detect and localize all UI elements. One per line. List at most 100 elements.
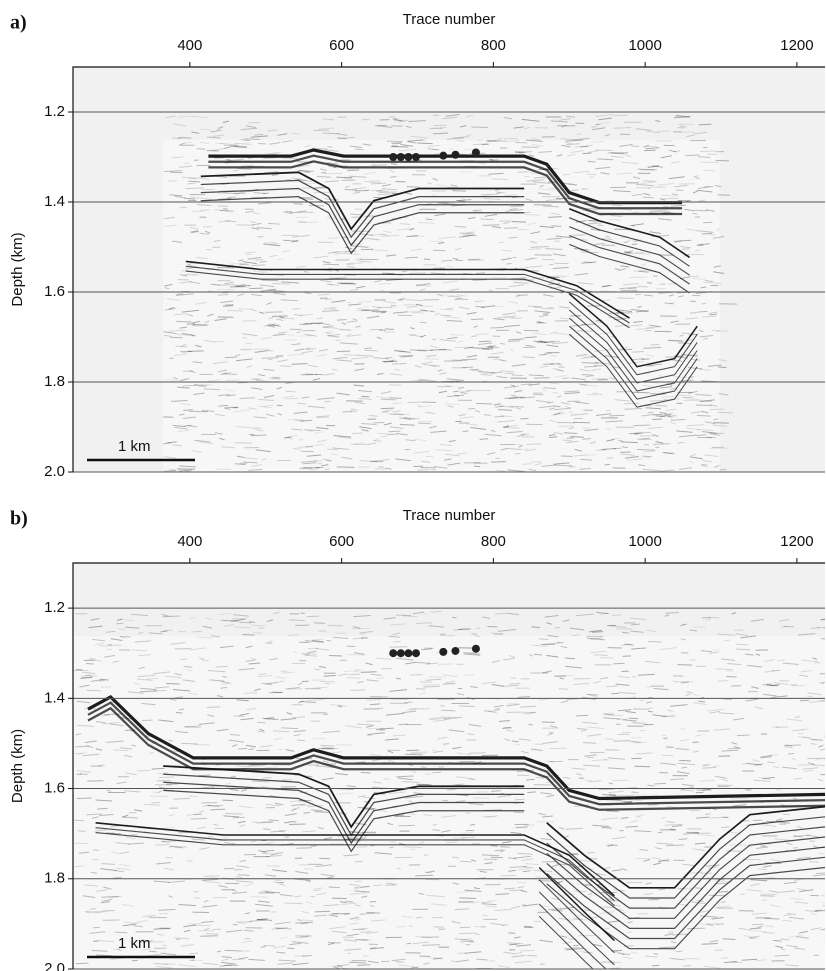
noise xyxy=(441,260,452,261)
noise xyxy=(637,307,641,308)
noise xyxy=(426,879,440,880)
noise xyxy=(596,450,606,451)
noise xyxy=(176,294,183,295)
noise xyxy=(527,792,536,793)
noise xyxy=(285,398,298,399)
noise xyxy=(632,392,649,393)
noise xyxy=(700,924,717,925)
noise xyxy=(304,272,308,273)
noise xyxy=(634,425,651,426)
noise xyxy=(154,690,166,691)
noise xyxy=(736,644,747,645)
noise xyxy=(354,881,362,882)
noise xyxy=(262,358,279,359)
noise xyxy=(184,425,191,426)
noise xyxy=(178,137,191,138)
noise xyxy=(763,932,775,933)
noise xyxy=(409,334,416,335)
noise xyxy=(391,164,397,165)
seismic-image xyxy=(73,611,826,971)
noise xyxy=(574,418,583,419)
noise xyxy=(149,633,162,634)
noise xyxy=(346,263,363,264)
x-axis-title: Trace number xyxy=(403,11,496,28)
y-tick-label: 1.6 xyxy=(44,780,65,797)
noise xyxy=(226,380,239,381)
noise xyxy=(243,462,258,463)
noise xyxy=(490,327,504,328)
noise xyxy=(683,966,691,967)
noise xyxy=(444,404,460,405)
noise xyxy=(602,827,612,828)
noise xyxy=(647,785,654,786)
noise xyxy=(581,731,586,732)
noise xyxy=(329,887,340,888)
noise xyxy=(365,216,374,217)
noise xyxy=(709,314,717,315)
noise xyxy=(150,753,154,754)
noise xyxy=(523,347,536,348)
noise xyxy=(586,694,597,695)
noise xyxy=(693,279,705,280)
y-tick-label: 1.4 xyxy=(44,689,65,706)
noise xyxy=(237,169,251,170)
noise xyxy=(679,335,683,336)
noise xyxy=(489,159,494,160)
noise xyxy=(459,172,471,173)
noise xyxy=(238,875,249,876)
noise xyxy=(468,348,485,349)
noise xyxy=(698,157,710,158)
well-marker xyxy=(451,647,459,655)
noise xyxy=(517,775,529,776)
noise xyxy=(362,119,370,120)
noise xyxy=(562,378,569,379)
noise xyxy=(380,811,387,812)
noise xyxy=(314,623,325,624)
noise xyxy=(550,748,567,749)
noise xyxy=(695,178,699,179)
noise xyxy=(718,195,730,196)
noise xyxy=(258,143,266,144)
noise xyxy=(372,164,377,165)
y-axis-title: Depth (km) xyxy=(9,729,26,803)
noise xyxy=(313,890,320,891)
image-band xyxy=(163,140,719,472)
noise xyxy=(609,415,624,416)
noise xyxy=(471,319,483,320)
well-marker xyxy=(397,153,405,161)
y-tick-label: 2.0 xyxy=(44,960,65,971)
noise xyxy=(170,470,177,471)
noise xyxy=(613,663,624,664)
noise xyxy=(686,958,701,959)
x-tick-label: 800 xyxy=(481,533,506,550)
noise xyxy=(324,676,336,677)
noise xyxy=(688,377,694,378)
noise xyxy=(344,671,351,672)
noise xyxy=(582,428,590,429)
noise xyxy=(170,337,182,338)
noise xyxy=(607,458,613,459)
noise xyxy=(661,735,666,736)
noise xyxy=(337,467,355,468)
y-tick-label: 1.2 xyxy=(44,599,65,616)
noise xyxy=(197,149,206,150)
noise xyxy=(355,149,363,150)
noise xyxy=(718,681,729,682)
noise xyxy=(192,960,202,961)
noise xyxy=(676,951,682,952)
noise xyxy=(642,456,652,457)
noise xyxy=(337,320,346,321)
noise xyxy=(548,217,562,218)
noise xyxy=(588,161,596,162)
noise xyxy=(170,172,183,173)
noise xyxy=(202,189,215,190)
noise xyxy=(322,311,339,312)
noise xyxy=(708,433,724,434)
noise xyxy=(393,641,401,642)
well-marker xyxy=(472,149,480,157)
noise xyxy=(606,686,617,687)
x-tick-label: 600 xyxy=(329,37,354,54)
noise xyxy=(495,613,506,614)
noise xyxy=(546,249,563,250)
noise xyxy=(293,449,302,450)
